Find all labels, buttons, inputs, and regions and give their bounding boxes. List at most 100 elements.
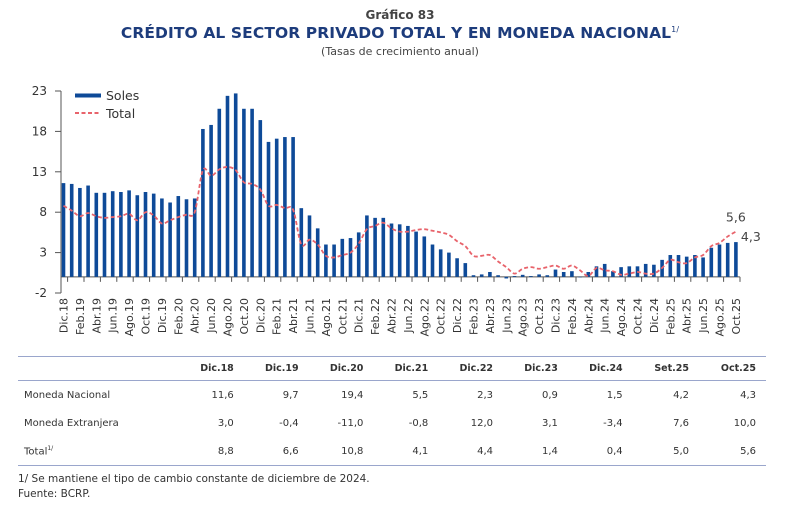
bar-soles [168, 202, 172, 277]
bar-soles [652, 264, 656, 277]
bar-soles [479, 274, 484, 277]
bar-soles [602, 263, 607, 277]
chart: -2 3 8 13 18 23 Dic.18 Feb.19 Abr.19 Jun.19 Ago.19… [32, 84, 761, 337]
table-cell: -11,0 [337, 417, 364, 429]
table-cell: 0,4 [567, 437, 633, 466]
table-cell: -0,8 [408, 417, 429, 429]
bar-soles [110, 191, 115, 277]
chart-subtitle: (Tasas de crecimiento anual) [321, 45, 479, 58]
bar-soles [176, 196, 181, 277]
bar-soles [242, 108, 246, 277]
bar-soles [102, 192, 107, 277]
table-cell: 10,0 [733, 417, 756, 429]
x-tick-label: Oct.20 [238, 298, 251, 335]
bar-soles [274, 138, 279, 277]
bar-soles [389, 223, 394, 277]
table-header: Dic.21 [373, 356, 439, 381]
row-label: Moneda Nacional [24, 389, 111, 401]
x-tick-label: Abr.24 [582, 298, 595, 334]
y-tick-label: 23 [32, 84, 47, 98]
table-cell: 8,8 [178, 437, 244, 466]
bar-soles [78, 187, 82, 277]
table-cell: 4,2 [673, 389, 689, 401]
y-tick-label: 13 [32, 165, 47, 179]
bar-soles [619, 267, 623, 277]
x-tick-label: Abr.19 [90, 298, 103, 334]
bar-soles [676, 255, 681, 277]
bar-soles [529, 276, 533, 277]
table-cell: 11,6 [211, 389, 234, 401]
x-tick-label: Dic.23 [550, 298, 563, 333]
table-corner [18, 356, 179, 381]
table-cell: 9,7 [282, 389, 299, 401]
bar-soles [709, 247, 714, 277]
x-tick-label: Jun.23 [500, 298, 513, 334]
bar-soles [356, 232, 361, 277]
bar-soles [463, 263, 468, 277]
table-cell: 0,9 [541, 389, 558, 401]
bar-soles [250, 108, 254, 277]
x-tick-label: Ago.19 [123, 298, 136, 337]
table-row: Moneda Nacional 11,6 9,7 19,4 5,5 2,3 0,9 1,5 4,… [18, 381, 766, 410]
x-tick-label: Jun.19 [107, 298, 120, 334]
bar-soles [578, 276, 582, 278]
table-cell: 4,4 [438, 437, 504, 466]
x-tick-label: Ago.20 [222, 298, 235, 337]
bar-soles [135, 195, 140, 277]
x-tick-label: Jun.24 [599, 298, 612, 334]
y-tick-label: 3 [39, 246, 47, 260]
x-tick-label: Abr.21 [287, 298, 300, 334]
table-header: Dic.18 [178, 356, 244, 381]
x-tick-label: Feb.22 [369, 298, 382, 335]
x-tick-label: Abr.20 [189, 298, 202, 334]
x-tick-label: Oct.21 [336, 298, 349, 335]
bar-soles [414, 231, 418, 277]
table-header: Dic.22 [438, 356, 504, 381]
x-tick-label: Abr.22 [386, 298, 399, 334]
table-cell: -0,4 [279, 417, 299, 429]
y-tick-label: -2 [35, 286, 47, 300]
bar-soles [324, 244, 328, 277]
x-tick-label: Jun.21 [304, 298, 317, 334]
bar-soles [635, 266, 640, 277]
bar-soles [332, 244, 336, 277]
bar-soles [266, 141, 271, 277]
bar-soles [660, 259, 664, 277]
data-table: Dic.18 Dic.19 Dic.20 Dic.21 Dic.22 Dic.23 Dic.… [18, 356, 766, 466]
bar-soles [315, 228, 320, 277]
bar-soles [209, 124, 213, 277]
bar-soles [127, 190, 131, 277]
x-tick-label: Feb.23 [468, 298, 481, 335]
bar-soles [447, 252, 451, 277]
x-tick-label: Feb.24 [566, 298, 579, 335]
bar-soles [201, 128, 205, 277]
bar-soles [381, 217, 386, 277]
x-tick-label: Jun.25 [697, 298, 710, 334]
bar-soles [217, 108, 222, 277]
table-cell: 4,1 [373, 437, 439, 466]
bar-soles [725, 242, 730, 277]
bar-soles [307, 215, 312, 277]
row-note: 1/ [47, 444, 54, 452]
chart-number: Gráfico 83 [365, 8, 435, 22]
x-tick-label: Ago.24 [615, 298, 628, 337]
x-tick-label: Abr.25 [681, 298, 694, 334]
bar-soles [340, 238, 345, 277]
bar-soles [397, 224, 402, 277]
table-cell: 3,1 [541, 417, 558, 429]
bar-soles [406, 225, 410, 277]
bar-soles [553, 269, 558, 277]
x-tick-label: Dic.20 [254, 298, 267, 333]
bar-soles [627, 266, 632, 277]
bar-soles [734, 242, 738, 277]
bar-soles [643, 263, 648, 277]
table-cell: 10,8 [308, 437, 374, 466]
x-tick-label: Feb.19 [74, 298, 87, 335]
source: Fuente: BCRP. [18, 488, 91, 500]
x-tick-label: Dic.24 [648, 298, 661, 333]
bar-soles [570, 271, 574, 277]
bar-soles [365, 215, 369, 277]
annotation-soles: 4,3 [741, 229, 761, 244]
bar-soles [455, 258, 459, 277]
title-note: 1/ [671, 24, 680, 34]
